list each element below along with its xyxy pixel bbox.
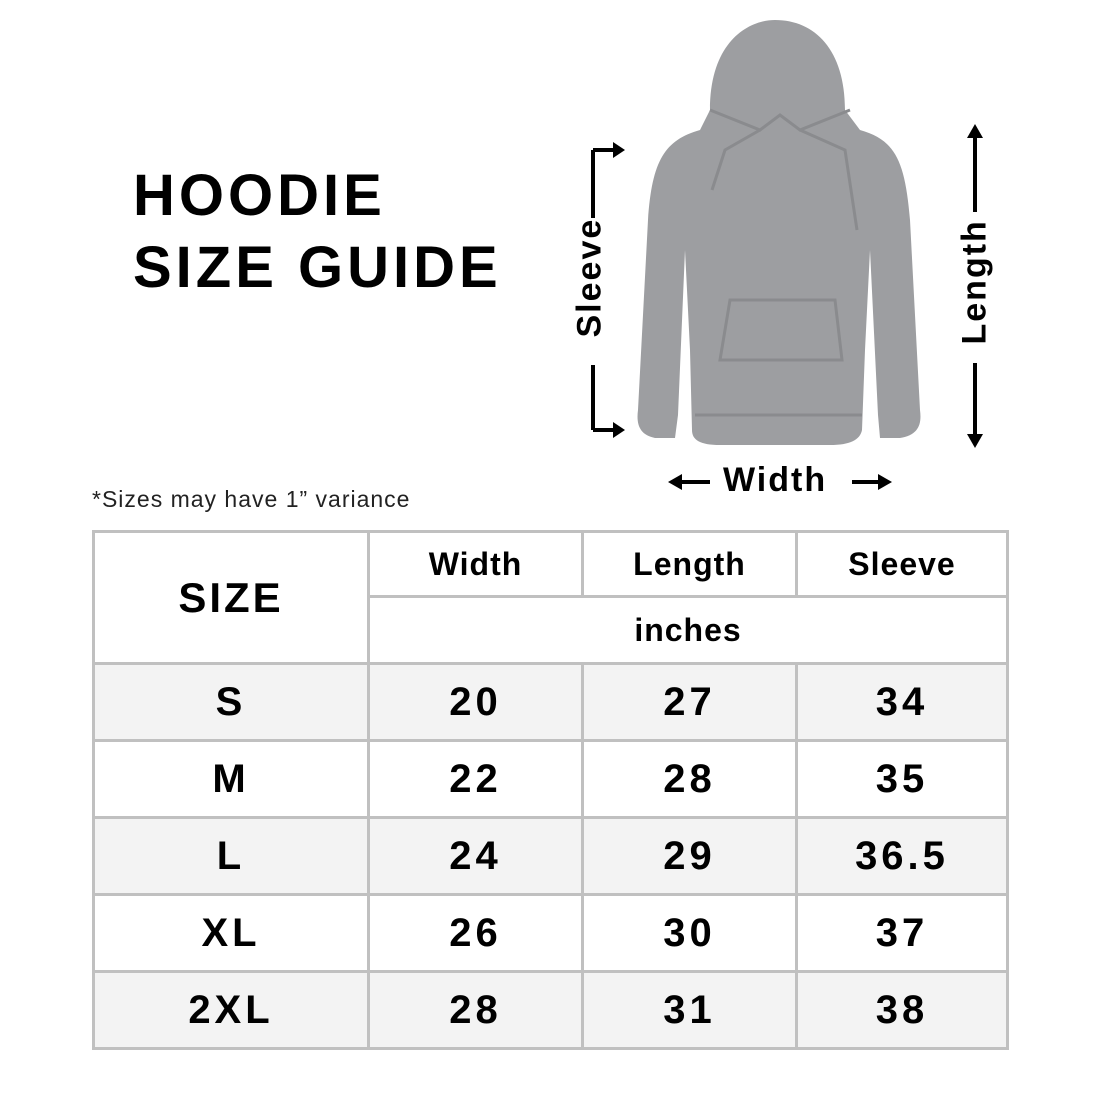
column-header-sleeve: Sleeve: [795, 530, 1009, 598]
size-header: SIZE: [92, 530, 370, 665]
sleeve-cell: 34: [795, 662, 1009, 742]
title-line-1: HOODIE: [133, 163, 386, 228]
length-cell: 29: [581, 816, 798, 896]
page-title: HOODIE SIZE GUIDE: [133, 160, 502, 304]
size-table: SIZE Width Length Sleeve inches S 20 27 …: [92, 530, 1009, 1050]
size-cell: 2XL: [92, 970, 370, 1050]
width-cell: 26: [367, 893, 584, 973]
hoodie-diagram: Sleeve Length Width: [560, 20, 1020, 510]
sleeve-cell: 36.5: [795, 816, 1009, 896]
size-cell: XL: [92, 893, 370, 973]
sleeve-cell: 38: [795, 970, 1009, 1050]
sleeve-cell: 37: [795, 893, 1009, 973]
length-cell: 27: [581, 662, 798, 742]
width-cell: 24: [367, 816, 584, 896]
size-cell: M: [92, 739, 370, 819]
hoodie-illustration: [591, 20, 983, 490]
table-row: 2XL 28 31 38: [92, 970, 1009, 1050]
width-cell: 28: [367, 970, 584, 1050]
sleeve-label: Sleeve: [570, 217, 609, 338]
size-cell: S: [92, 662, 370, 742]
variance-note: *Sizes may have 1” variance: [92, 486, 411, 512]
table-row: M 22 28 35: [92, 739, 1009, 819]
table-row: S 20 27 34: [92, 662, 1009, 742]
size-cell: L: [92, 816, 370, 896]
length-cell: 31: [581, 970, 798, 1050]
sleeve-cell: 35: [795, 739, 1009, 819]
unit-label: inches: [367, 595, 1009, 665]
table-row: L 24 29 36.5: [92, 816, 1009, 896]
column-header-width: Width: [367, 530, 584, 598]
length-cell: 30: [581, 893, 798, 973]
table-row: XL 26 30 37: [92, 893, 1009, 973]
length-label: Length: [955, 219, 994, 345]
width-cell: 20: [367, 662, 584, 742]
title-line-2: SIZE GUIDE: [133, 235, 502, 300]
width-label: Width: [723, 461, 828, 499]
width-cell: 22: [367, 739, 584, 819]
length-cell: 28: [581, 739, 798, 819]
column-header-length: Length: [581, 530, 798, 598]
